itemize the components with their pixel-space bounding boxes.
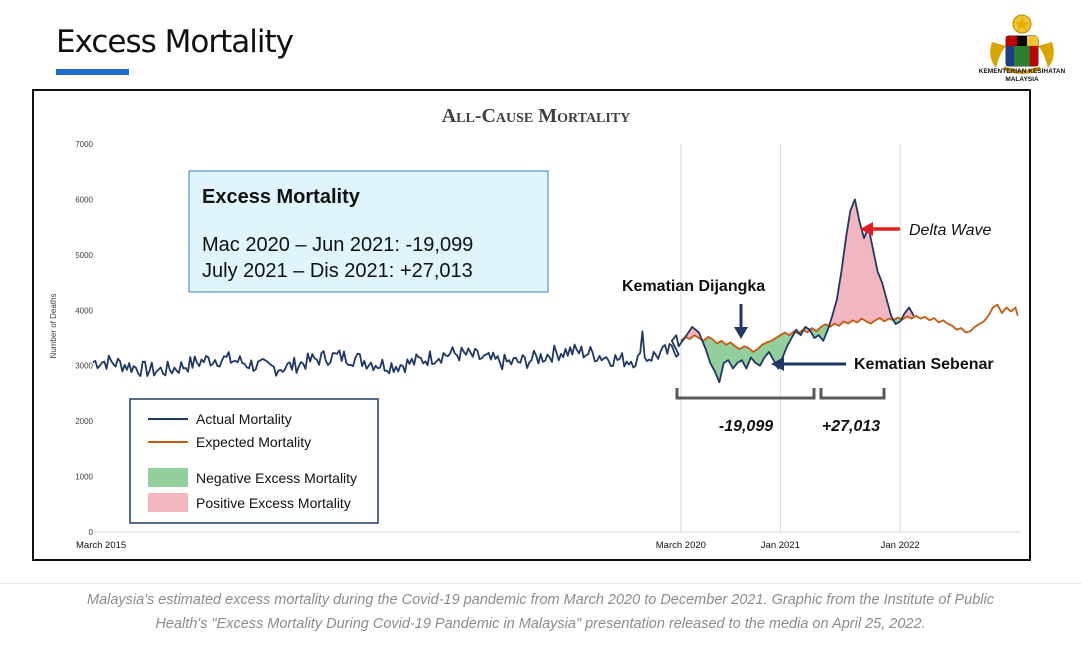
all-cause-mortality-chart: All-Cause Mortality 0 1000 2000 3000 4000 500… bbox=[49, 105, 1020, 551]
info-box-line1: Mac 2020 – Jun 2021: -19,099 bbox=[202, 234, 473, 256]
negative-total-label: -19,099 bbox=[719, 418, 773, 435]
y-tick-label: 5000 bbox=[75, 251, 93, 260]
series-lines bbox=[92, 198, 1019, 384]
y-tick-label: 1000 bbox=[75, 473, 93, 482]
x-tick-label: Jan 2021 bbox=[761, 540, 800, 551]
y-tick-label: 2000 bbox=[75, 417, 93, 426]
slide: Excess Mortality KEMENTERIAN KESIHATAN M… bbox=[0, 14, 1081, 584]
expected-mortality-label: Kematian Dijangka bbox=[622, 278, 765, 295]
x-tick-label: March 2015 bbox=[76, 540, 126, 551]
chart-title: All-Cause Mortality bbox=[442, 105, 631, 127]
positive-total-label: +27,013 bbox=[822, 418, 880, 435]
delta-arrow-icon bbox=[860, 222, 900, 236]
x-axis: March 2015 March 2020 Jan 2021 Jan 2022 bbox=[76, 531, 1020, 551]
y-tick-label: 4000 bbox=[75, 306, 93, 315]
ministry-name-line1: KEMENTERIAN KESIHATAN bbox=[978, 68, 1066, 75]
caption-line2: Health's "Excess Mortality During Covid-… bbox=[155, 616, 926, 632]
info-box bbox=[188, 170, 549, 293]
actual-mortality-line bbox=[92, 198, 915, 384]
down-arrow-icon bbox=[734, 304, 748, 339]
chart-frame: All-Cause Mortality 0 1000 2000 3000 4000 500… bbox=[32, 89, 1031, 561]
y-tick-label: 7000 bbox=[75, 140, 93, 149]
positive-period-bracket bbox=[819, 388, 886, 400]
figure-caption: Malaysia's estimated excess mortality du… bbox=[0, 588, 1081, 636]
delta-wave-label: Delta Wave bbox=[909, 222, 992, 239]
legend-expected-label: Expected Mortality bbox=[196, 434, 311, 450]
x-tick-label: March 2020 bbox=[656, 540, 706, 551]
legend-negative-swatch bbox=[148, 468, 188, 487]
legend-actual-label: Actual Mortality bbox=[196, 411, 292, 427]
malaysia-coat-of-arms-icon bbox=[990, 14, 1054, 74]
legend: Actual Mortality Expected Mortality Nega… bbox=[129, 398, 379, 524]
title-underline bbox=[56, 69, 129, 75]
info-box-title: Excess Mortality bbox=[202, 186, 361, 208]
slide-title: Excess Mortality bbox=[56, 24, 294, 60]
y-axis: 0 1000 2000 3000 4000 5000 6000 7000 bbox=[75, 140, 93, 537]
left-arrow-icon bbox=[771, 357, 846, 371]
legend-negative-label: Negative Excess Mortality bbox=[196, 470, 357, 486]
y-tick-label: 3000 bbox=[75, 362, 93, 371]
positive-excess-area bbox=[828, 199, 894, 327]
actual-mortality-label: Kematian Sebenar bbox=[854, 356, 994, 373]
expected-mortality-line bbox=[680, 303, 1019, 353]
ministry-name-line2: MALAYSIA bbox=[1005, 76, 1039, 83]
negative-period-bracket bbox=[675, 388, 816, 400]
x-tick-label: Jan 2022 bbox=[881, 540, 920, 551]
y-tick-label: 0 bbox=[89, 528, 94, 537]
ministry-name: KEMENTERIAN KESIHATAN MALAYSIA bbox=[960, 68, 1081, 84]
y-axis-label: Number of Deaths bbox=[49, 294, 58, 359]
y-tick-label: 6000 bbox=[75, 195, 93, 204]
caption-line1: Malaysia's estimated excess mortality du… bbox=[86, 592, 994, 608]
info-box-line2: July 2021 – Dis 2021: +27,013 bbox=[202, 260, 473, 282]
legend-positive-label: Positive Excess Mortality bbox=[196, 495, 351, 511]
legend-positive-swatch bbox=[148, 493, 188, 512]
